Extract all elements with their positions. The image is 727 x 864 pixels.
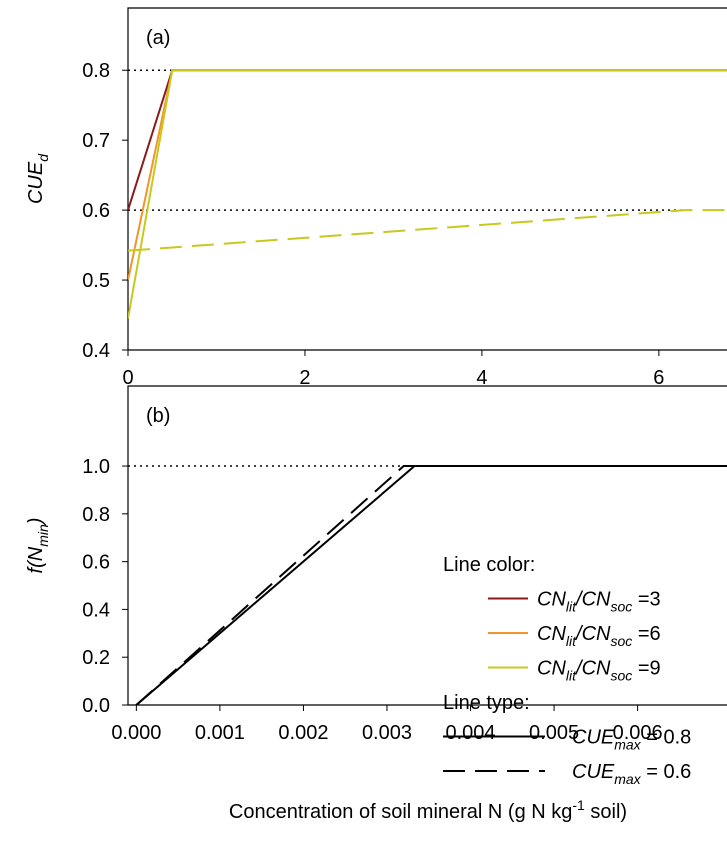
text-part: soc [610,633,632,649]
legend-label: CUEmax = 0.8 [572,727,691,753]
text-part: CUE [25,161,47,204]
x-tick-label: 0 [122,367,133,389]
text-part: lit [566,633,577,649]
x-tick-label: 0.000 [111,722,161,744]
y-tick-label: 0.4 [82,599,110,621]
text-part: soc [610,668,632,684]
text-part: CN [537,658,566,680]
legend-label: CNlit/CNsoc =3 [537,589,661,615]
text-part: = 0.6 [641,761,692,783]
y-tick-label: 0.8 [82,60,110,82]
series-line [128,209,727,252]
series-line [128,69,727,281]
y-axis-label: f(Nmin) [25,518,51,574]
x-tick-label: 0.002 [278,722,328,744]
y-tick-label: 0.6 [82,200,110,222]
text-part: -1 [572,797,585,813]
legend-label: CNlit/CNsoc =6 [537,623,661,649]
axis-frame [127,7,727,351]
panel-label: (b) [146,405,170,427]
text-part: soc [610,599,632,615]
legend-label: CNlit/CNsoc =9 [537,658,661,684]
legend-heading: Line color: [443,554,535,576]
panel-label: (a) [146,27,170,49]
text-part: Line color: [443,554,535,576]
text-part: CUE [572,761,615,783]
text-part: /CN [574,658,611,680]
series-line [128,69,727,211]
y-tick-label: 0.6 [82,552,110,574]
plot-area [128,465,727,705]
x-tick-label: 0.003 [362,722,412,744]
y-tick-label: 1.0 [82,456,110,478]
series-line [135,465,727,705]
text-part: max [614,737,641,753]
axis-frame [127,385,727,706]
y-tick-label: 0.0 [82,695,110,717]
x-tick-label: 0.004 [445,722,495,744]
series-line [128,69,727,319]
text-part: lit [566,599,577,615]
x-tick-label: 0.006 [613,722,663,744]
y-tick-label: 0.4 [82,340,110,362]
text-part: ) [25,518,47,527]
text-part: CUE [572,727,615,749]
text-part: =6 [632,623,660,645]
text-part: max [614,771,641,787]
text-part: =9 [632,658,660,680]
text-part: =3 [632,589,660,611]
text-part: min [35,524,51,547]
y-axis-label: CUEd [25,153,51,204]
text-part: d [35,153,51,162]
x-tick-label: 0.005 [529,722,579,744]
text-part: Concentration of soil mineral N (g N kg [229,801,572,823]
x-axis-label: Concentration of soil mineral N (g N kg-… [229,797,627,823]
x-tick-label: 0.001 [195,722,245,744]
legend-label: CUEmax = 0.6 [572,761,691,787]
y-tick-label: 0.8 [82,504,110,526]
text-part: f(N [25,546,47,573]
y-tick-label: 0.2 [82,647,110,669]
y-tick-label: 0.7 [82,130,110,152]
x-tick-label: 4 [476,367,487,389]
x-tick-label: 2 [299,367,310,389]
y-tick-label: 0.5 [82,270,110,292]
text-part: Line type: [443,692,530,714]
x-tick-label: 6 [653,367,664,389]
text-part: CN [537,589,566,611]
text-part: = 0.8 [641,727,692,749]
text-part: CN [537,623,566,645]
text-part: soil) [585,801,627,823]
text-part: lit [566,668,577,684]
text-part: /CN [574,589,611,611]
legend-heading: Line type: [443,692,530,714]
plot-area [128,69,727,319]
text-part: /CN [574,623,611,645]
